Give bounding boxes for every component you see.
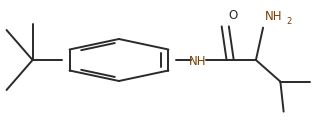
Text: O: O xyxy=(228,9,237,22)
Text: NH: NH xyxy=(265,10,282,23)
Text: 2: 2 xyxy=(286,17,291,26)
Text: NH: NH xyxy=(189,55,207,68)
